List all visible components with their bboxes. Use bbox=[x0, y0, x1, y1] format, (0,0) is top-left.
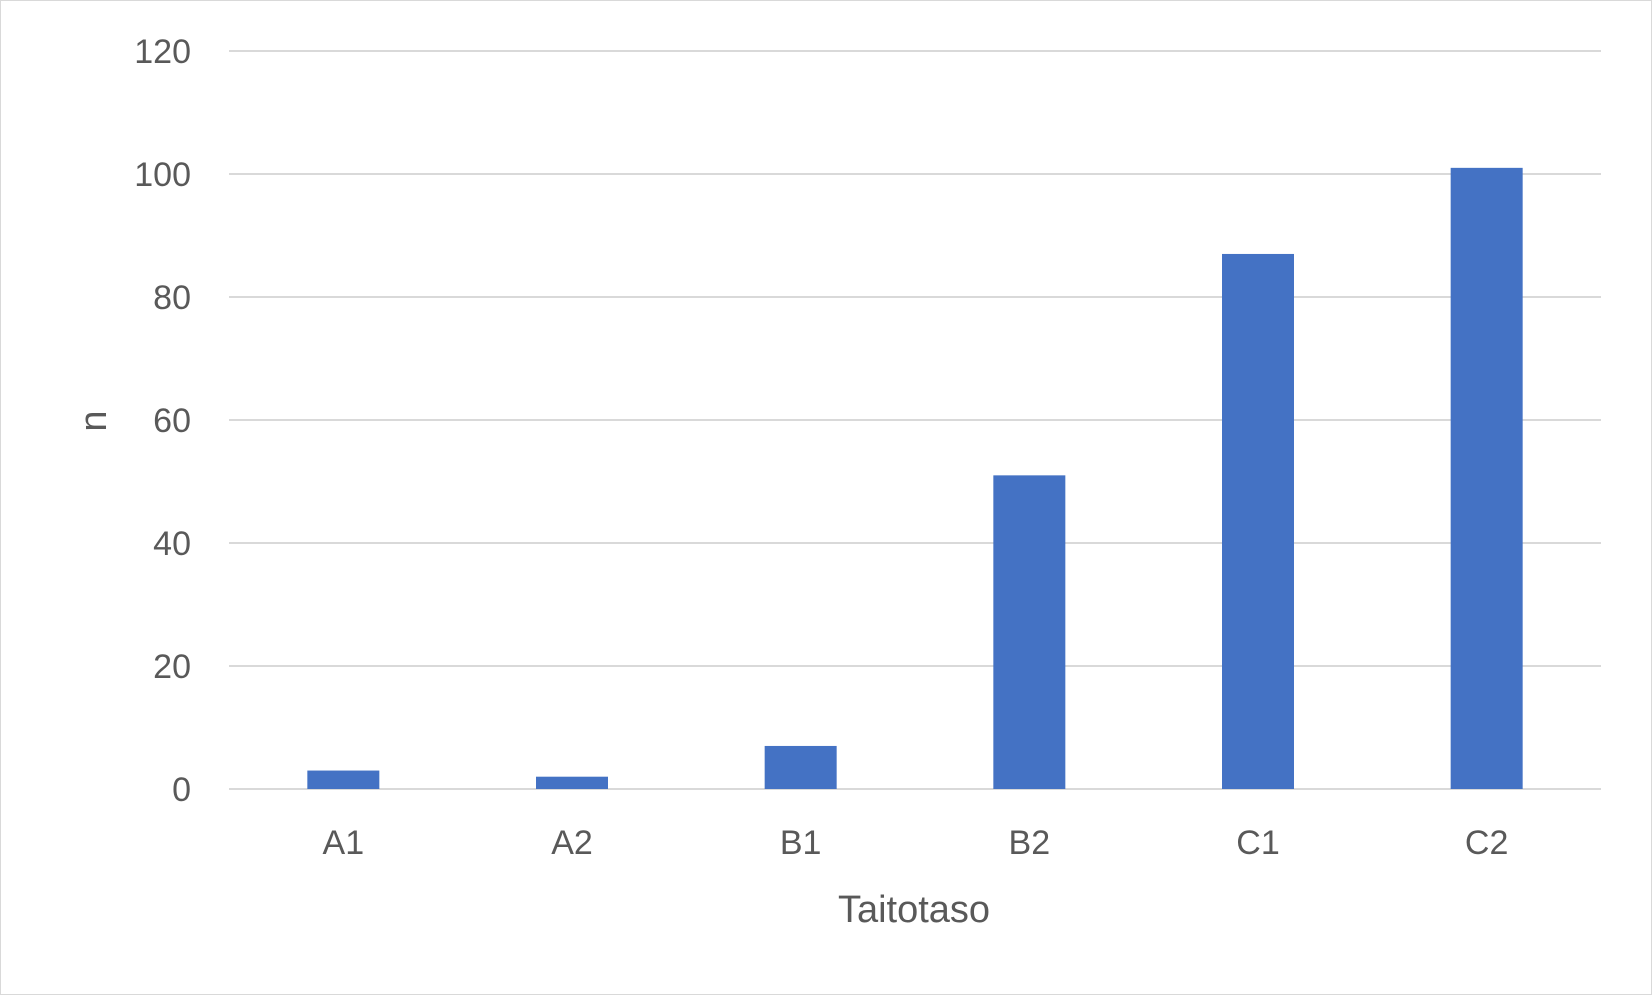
y-tick-label: 20 bbox=[153, 648, 191, 686]
bars bbox=[307, 167, 1523, 790]
bar-c1 bbox=[1222, 253, 1294, 789]
x-axis-ticks: A1 A2 B1 B2 C1 C2 bbox=[323, 824, 1509, 862]
y-axis-ticks: 0 20 40 60 80 100 120 bbox=[134, 33, 191, 809]
y-tick-label: 120 bbox=[134, 33, 191, 71]
x-tick-label-c1: C1 bbox=[1236, 824, 1279, 862]
bar-a2 bbox=[536, 776, 608, 789]
y-axis-title: n bbox=[73, 410, 115, 431]
y-tick-label: 80 bbox=[153, 279, 191, 317]
y-tick-label: 40 bbox=[153, 525, 191, 563]
y-tick-label: 100 bbox=[134, 156, 191, 194]
x-tick-label-b1: B1 bbox=[780, 824, 822, 862]
bar-c2 bbox=[1450, 167, 1523, 790]
x-tick-label-b2: B2 bbox=[1009, 824, 1051, 862]
bar-b2 bbox=[993, 475, 1066, 789]
bar-b1 bbox=[764, 745, 837, 789]
x-tick-label-a2: A2 bbox=[551, 824, 593, 862]
x-tick-label-c2: C2 bbox=[1465, 824, 1508, 862]
y-tick-label: 0 bbox=[172, 771, 191, 809]
gridlines bbox=[229, 50, 1601, 790]
bar-a1 bbox=[307, 770, 380, 789]
x-axis-title: Taitotaso bbox=[838, 889, 990, 931]
y-tick-label: 60 bbox=[153, 402, 191, 440]
x-tick-label-a1: A1 bbox=[323, 824, 365, 862]
